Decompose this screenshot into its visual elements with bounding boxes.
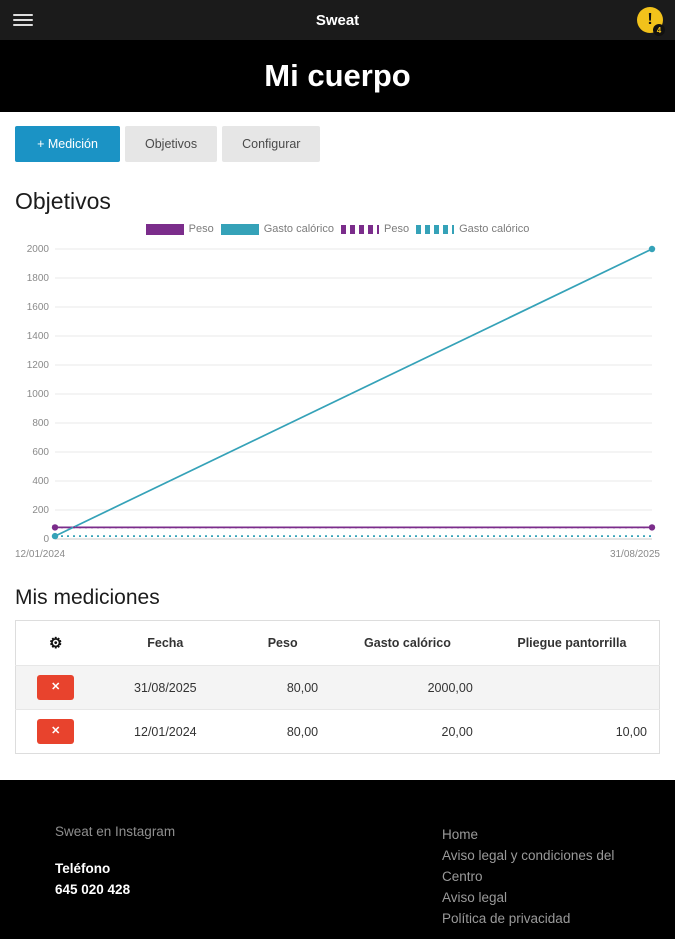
gear-icon[interactable]: ⚙ <box>48 635 63 652</box>
peso-objetivo-swatch-icon <box>341 224 379 234</box>
table-header-row: ⚙ Fecha Peso Gasto calórico Pliegue pant… <box>15 620 660 666</box>
svg-text:600: 600 <box>32 447 49 458</box>
svg-text:12/01/2024: 12/01/2024 <box>15 549 65 560</box>
legend-label: Peso <box>188 223 214 235</box>
cell-peso: 80,00 <box>235 665 331 710</box>
legend-label: Gasto calórico <box>459 223 530 235</box>
delete-row-button[interactable]: ✕ <box>37 719 75 744</box>
footer-link-aviso-legal[interactable]: Aviso legal <box>442 890 508 905</box>
instagram-link[interactable]: Sweat en Instagram <box>55 824 176 839</box>
delete-row-button[interactable]: ✕ <box>37 675 75 700</box>
add-medicion-button[interactable]: + Medición <box>15 126 120 162</box>
cell-peso: 80,00 <box>235 709 331 754</box>
cell-gasto: 20,00 <box>330 709 485 754</box>
cell-fecha: 12/01/2024 <box>95 709 236 754</box>
objetivos-heading: Objetivos <box>15 188 111 214</box>
col-peso: Peso <box>235 620 331 666</box>
objetivos-button[interactable]: Objetivos <box>125 126 218 162</box>
footer-link-privacidad[interactable]: Política de privacidad <box>442 911 571 926</box>
menu-icon[interactable] <box>13 11 33 29</box>
line-chart: 0 200 400 600 800 1000 1200 1400 1600 1800 2000 12/… <box>15 244 660 560</box>
top-bar: Sweat ! 4 <box>0 0 675 40</box>
svg-text:31/08/2025: 31/08/2025 <box>610 549 660 560</box>
table-row: ✕ 12/01/2024 80,00 20,00 10,00 <box>15 709 660 754</box>
legend-item-gasto[interactable]: Gasto calórico <box>220 223 334 235</box>
cell-pliegue: 10,00 <box>484 709 660 754</box>
legend-item-peso-objetivo[interactable]: Peso <box>341 223 409 235</box>
page-header: Mi cuerpo <box>0 40 675 112</box>
telefono-label: Teléfono <box>55 861 111 876</box>
svg-text:800: 800 <box>32 418 49 429</box>
legend-label: Gasto calórico <box>263 223 334 235</box>
table-row: ✕ 31/08/2025 80,00 2000,00 <box>15 665 660 710</box>
legend-item-gasto-objetivo[interactable]: Gasto calórico <box>416 223 529 235</box>
col-fecha: Fecha <box>95 620 236 666</box>
exclamation-icon: ! <box>647 11 653 28</box>
chart-legend: Peso Gasto calórico Peso Gasto calórico <box>15 223 660 235</box>
legend-label: Peso <box>384 223 410 235</box>
main-content: + Medición Objetivos Configurar Objetivo… <box>0 112 675 754</box>
peso-swatch-icon <box>145 223 184 235</box>
svg-text:1800: 1800 <box>27 273 50 284</box>
legend-item-peso[interactable]: Peso <box>145 223 214 235</box>
mediciones-table: ⚙ Fecha Peso Gasto calórico Pliegue pant… <box>15 620 660 754</box>
svg-text:0: 0 <box>43 534 49 545</box>
cell-gasto: 2000,00 <box>330 665 485 710</box>
notification-badge: 4 <box>653 24 665 36</box>
footer-links: Home Aviso legal y condiciones del Centr… <box>442 824 620 929</box>
mediciones-heading: Mis mediciones <box>15 586 160 609</box>
telefono-number: 645 020 428 <box>55 882 131 897</box>
gasto-swatch-icon <box>220 223 259 235</box>
toolbar: + Medición Objetivos Configurar <box>15 126 660 162</box>
configurar-button[interactable]: Configurar <box>222 126 321 162</box>
page-title: Mi cuerpo <box>264 58 411 93</box>
col-gasto: Gasto calórico <box>330 620 485 666</box>
svg-text:400: 400 <box>32 476 49 487</box>
cell-pliegue <box>484 665 660 710</box>
col-pliegue: Pliegue pantorrilla <box>484 620 660 666</box>
footer-link-aviso-centro[interactable]: Aviso legal y condiciones del Centro <box>442 848 615 884</box>
svg-text:1600: 1600 <box>27 302 50 313</box>
cell-fecha: 31/08/2025 <box>95 665 236 710</box>
gasto-objetivo-swatch-icon <box>416 224 455 234</box>
footer-contact: Sweat en Instagram Teléfono 645 020 428 <box>55 824 442 929</box>
svg-text:200: 200 <box>32 505 49 516</box>
svg-text:1000: 1000 <box>27 389 50 400</box>
svg-text:1400: 1400 <box>27 331 50 342</box>
footer-link-home[interactable]: Home <box>442 827 479 842</box>
footer: Sweat en Instagram Teléfono 645 020 428 … <box>0 780 675 939</box>
notification-button[interactable]: ! 4 <box>637 7 665 36</box>
svg-text:2000: 2000 <box>27 244 50 255</box>
svg-text:1200: 1200 <box>27 360 50 371</box>
objetivos-chart: Peso Gasto calórico Peso Gasto calórico … <box>15 223 660 568</box>
app-title: Sweat <box>315 11 360 29</box>
